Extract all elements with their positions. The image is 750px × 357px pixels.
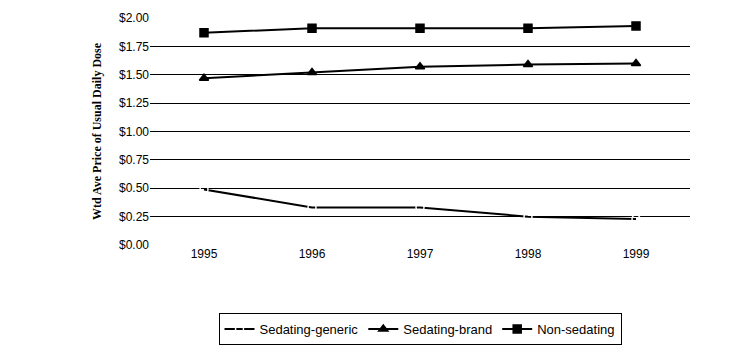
svg-text:Non-sedating: Non-sedating	[537, 322, 614, 337]
svg-text:$1.00: $1.00	[119, 125, 149, 139]
svg-text:$1.25: $1.25	[119, 96, 149, 110]
svg-text:$1.75: $1.75	[119, 40, 149, 54]
svg-text:1999: 1999	[623, 247, 650, 261]
svg-text:$0.50: $0.50	[119, 181, 149, 195]
svg-text:Sedating-brand: Sedating-brand	[403, 322, 492, 337]
svg-text:$1.50: $1.50	[119, 68, 149, 82]
svg-text:$0.25: $0.25	[119, 210, 149, 224]
svg-text:$2.00: $2.00	[119, 11, 149, 25]
svg-text:1996: 1996	[299, 247, 326, 261]
svg-text:$0.75: $0.75	[119, 153, 149, 167]
svg-text:1995: 1995	[191, 247, 218, 261]
svg-text:1997: 1997	[407, 247, 434, 261]
svg-text:$0.00: $0.00	[119, 238, 149, 252]
svg-text:Sedating-generic: Sedating-generic	[260, 322, 359, 337]
svg-text:1998: 1998	[515, 247, 542, 261]
svg-text:Wtd Ave Price of Usual Daily D: Wtd Ave Price of Usual Daily Dose	[90, 42, 104, 220]
